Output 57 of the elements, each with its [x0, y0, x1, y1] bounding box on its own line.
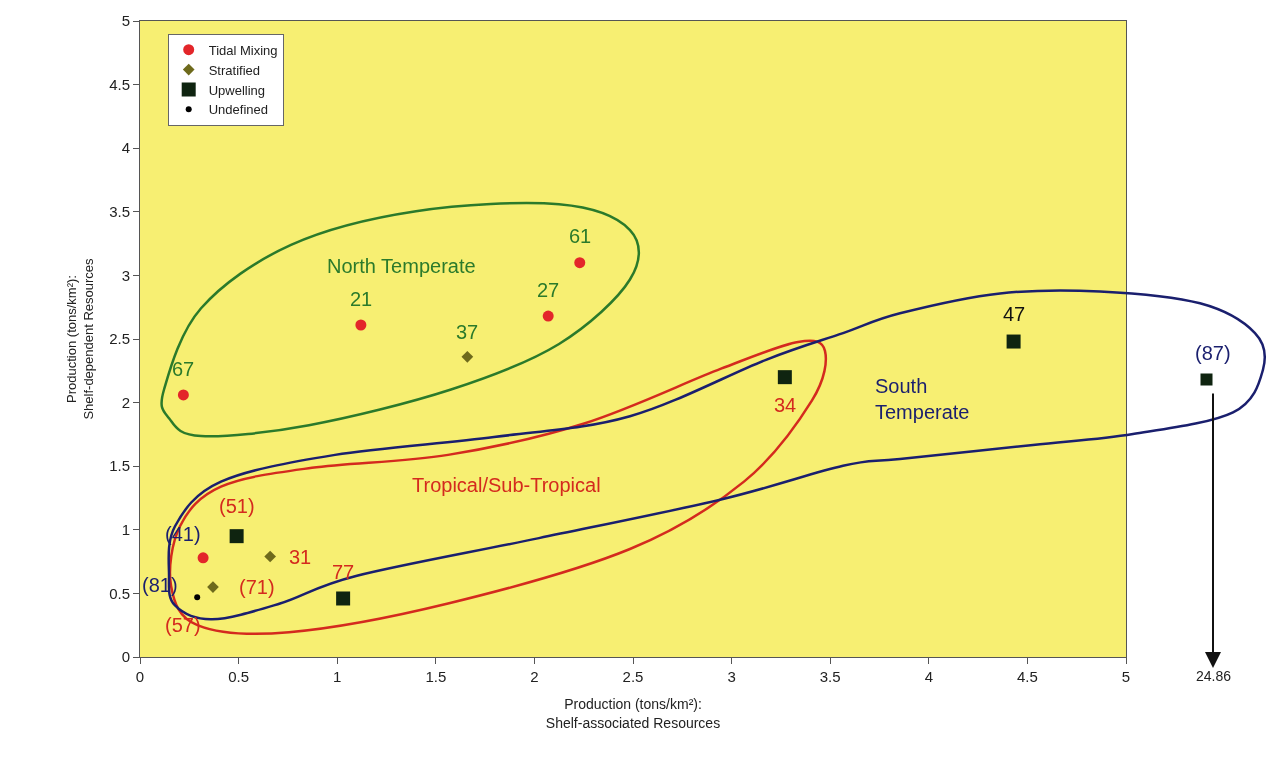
x-tick-label: 5	[1121, 668, 1131, 685]
legend-label: Stratified	[208, 62, 261, 78]
point	[574, 257, 586, 269]
point	[355, 319, 367, 331]
point	[229, 529, 244, 544]
text: 24.86	[1196, 668, 1232, 684]
x-tick-label: 1.5	[425, 668, 447, 685]
y-tick-label: 3.5	[109, 203, 130, 221]
annotation: 77	[332, 561, 355, 583]
annotation: 67	[172, 358, 195, 380]
annotation: (57)	[165, 614, 201, 636]
y-tick-label: 0.5	[109, 584, 130, 602]
annotation: North Temperate	[327, 255, 476, 277]
annotation: (71)	[239, 576, 275, 598]
legend-label: Upwelling	[208, 82, 266, 98]
x-tick-label: 2	[530, 668, 539, 685]
x-tick-label: 1	[333, 668, 342, 685]
legend-label: Tidal Mixing	[208, 42, 278, 58]
y-tick-label: 1.5	[109, 457, 130, 475]
annotation: 21	[350, 288, 373, 310]
y-tick-label: 2.5	[109, 330, 130, 348]
annotation: 61	[569, 225, 592, 247]
y-tick-label: 2	[121, 393, 130, 411]
point	[177, 389, 189, 401]
point	[777, 370, 792, 385]
y-tick-label: 5	[121, 12, 130, 30]
point	[264, 550, 276, 563]
x-tick-label: 4.5	[1016, 668, 1038, 685]
point	[461, 350, 474, 363]
x-tick-label: 0.5	[228, 668, 250, 685]
point	[1006, 334, 1021, 349]
annotation: 34	[774, 394, 797, 416]
annotation: (51)	[219, 495, 255, 517]
point	[194, 594, 201, 601]
y-tick-label: 0	[121, 648, 130, 666]
annotation: Tropical/Sub-Tropical	[412, 474, 601, 496]
annotation: 31	[289, 546, 312, 568]
x-axis-title: Production (tons/km²): Shelf-associated Resources	[545, 696, 721, 731]
point	[336, 591, 351, 606]
y-axis-title: Production (tons/km²): Shelf-dependent Resources	[64, 257, 97, 420]
y-tick-label: 3	[121, 266, 130, 284]
annotation: South Temperate	[875, 375, 970, 423]
x-tick-label: 4	[924, 668, 933, 685]
y-tick-label: 4	[121, 139, 130, 157]
x-tick-label: 2.5	[622, 668, 644, 685]
x-tick-label: 3	[727, 668, 736, 685]
annotation: 37	[456, 321, 479, 343]
y-tick-label: 4.5	[109, 75, 130, 93]
y-tick-label: 1	[121, 521, 130, 539]
legend-label: Undefined	[208, 102, 268, 118]
text: (87)	[1195, 342, 1231, 364]
point	[197, 552, 209, 564]
annotation: 47	[1003, 303, 1026, 325]
x-tick-label: 3.5	[819, 668, 841, 685]
x-tick-label: 0	[135, 668, 145, 685]
point	[542, 310, 554, 322]
annotation: 27	[537, 279, 560, 301]
